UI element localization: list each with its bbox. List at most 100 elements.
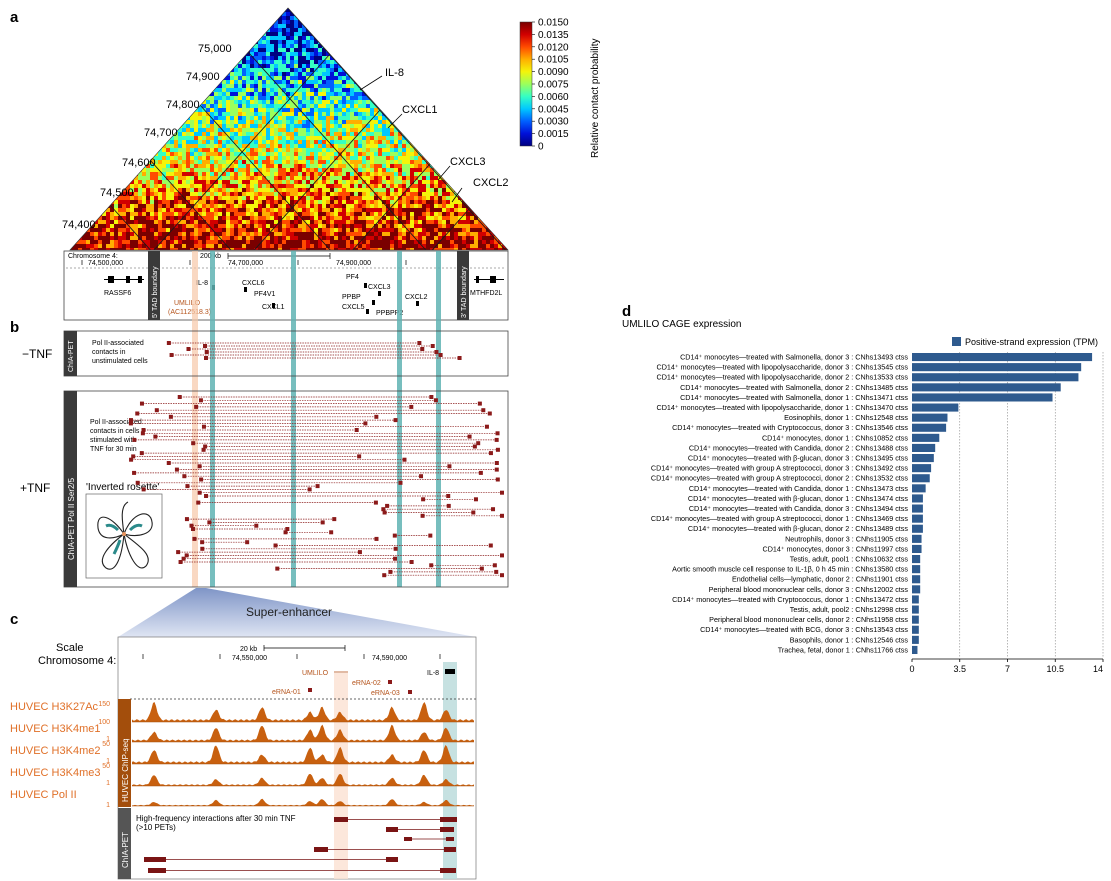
minus-tnf-side-label: ChIA-PET — [68, 340, 75, 372]
track-name-3: HUVEC H3K4me2 — [10, 745, 100, 757]
track-name-4: HUVEC H3K4me3 — [10, 767, 100, 779]
bar-category-label: Basophils, donor 1 : CNhs12546 ctss — [790, 635, 909, 644]
bar-category-label: Testis, adult, pool2 : CNhs12998 ctss — [790, 605, 909, 614]
pet-interactions-text-2: (>10 PETs) — [136, 823, 176, 832]
bar — [912, 514, 923, 523]
bar — [912, 484, 926, 493]
bar — [912, 494, 923, 503]
hic-axis-label: 74,500 — [100, 187, 134, 199]
gene-pf4: PF4 — [346, 274, 359, 281]
bar-category-label: CD14⁺ monocytes—treated with β-glucan, d… — [688, 524, 908, 533]
rosette-inset — [85, 493, 163, 579]
gene-pf4v1: PF4V1 — [254, 291, 276, 298]
bar-category-label: CD14⁺ monocytes—treated with BCG, donor … — [700, 625, 908, 634]
track-a-chromosome: Chromosome 4: — [68, 253, 118, 260]
callout-cxcl1: CXCL1 — [402, 104, 437, 116]
bar — [912, 555, 921, 564]
gene-cxcl3: CXCL3 — [368, 284, 391, 291]
track-min-2: 1 — [106, 736, 110, 743]
gene-track-a: Chromosome 4: 200 kb 74,500,000 74,700,0… — [63, 250, 509, 321]
track-max-1: 150 — [98, 701, 110, 708]
bar — [912, 565, 921, 574]
track-a-coord-2: 74,700,000 — [228, 260, 263, 267]
colorbar-gradient — [519, 21, 533, 147]
x-tick-label: 14 — [1093, 664, 1103, 674]
chip-side-label: HUVEC ChIP-seq — [121, 738, 130, 802]
bar — [912, 625, 919, 634]
track-name-5: HUVEC Pol II — [10, 789, 77, 801]
tad-boundary-right — [457, 251, 469, 320]
panel-label-b: b — [10, 319, 19, 336]
bar — [912, 645, 918, 654]
legend-label: Positive-strand expression (TPM) — [965, 337, 1098, 347]
track-max-3: 50 — [102, 741, 110, 748]
colorbar-tick: 0.0090 — [538, 67, 569, 78]
panel-c-body: Scale Chromosome 4: 20 kb 74,550,000 74,… — [10, 636, 477, 880]
bar — [912, 373, 1079, 382]
chip-signal-track — [132, 702, 474, 722]
bar-category-label: CD14⁺ monocytes—treated with group A str… — [651, 464, 908, 473]
bar — [912, 363, 1082, 372]
bar-category-label: CD14⁺ monocytes, donor 3 : CNhs11997 cts… — [763, 544, 909, 553]
c-gene-umlilo: UMLILO — [302, 670, 329, 677]
minus-tnf-text-1: Pol II-associated — [92, 340, 144, 347]
track-min-3: 1 — [106, 758, 110, 765]
bar-category-label: Eosinophils, donor 1 : CNhs12548 ctss — [784, 413, 908, 422]
track-max-2: 100 — [98, 719, 110, 726]
gene-mthfd2l: MTHFD2L — [470, 290, 502, 297]
tad-boundary-left — [148, 251, 160, 320]
colorbar-tick: 0.0105 — [538, 55, 569, 66]
legend-swatch — [952, 337, 961, 346]
tad-boundary-right-label: 3' TAD boundary — [461, 266, 468, 318]
bar-category-label: Endothelial cells—lymphatic, donor 2 : C… — [732, 575, 908, 584]
bar — [912, 454, 934, 463]
bar-category-label: CD14⁺ monocytes—treated with lipopolysac… — [657, 403, 909, 412]
bar-category-label: CD14⁺ monocytes—treated with β-glucan, d… — [688, 494, 908, 503]
inverted-rosette-label: 'Inverted rosette' — [86, 482, 159, 493]
bar-category-label: CD14⁺ monocytes—treated with Candida, do… — [689, 443, 909, 452]
plus-tnf-text-2: contacts in cells — [90, 428, 140, 435]
bar-category-label: CD14⁺ monocytes—treated with Salmonella,… — [680, 383, 908, 392]
bar-category-label: Testis, adult, pool1 : CNhs10632 ctss — [790, 555, 909, 564]
hic-axis-label: 74,800 — [166, 99, 200, 111]
bar — [912, 474, 930, 483]
c-scale-label: Scale — [56, 642, 84, 654]
super-enhancer-fan — [118, 588, 476, 637]
colorbar-tick: 0.0135 — [538, 30, 569, 41]
c-gene-erna03: eRNA-03 — [371, 690, 400, 697]
plus-tnf-text-1: Pol II-associated — [90, 419, 142, 426]
bar-category-label: CD14⁺ monocytes—treated with Cryptococcu… — [672, 423, 908, 432]
bar-category-label: CD14⁺ monocytes—treated with Salmonella,… — [680, 393, 908, 402]
minus-tnf-panel: ChIA-PET −TNF Pol II-associated contacts… — [22, 330, 509, 377]
callout-il8: IL-8 — [385, 67, 404, 79]
c-coord-2: 74,590,000 — [372, 655, 407, 662]
hic-gene-callouts: IL-8 CXCL1 CXCL3 CXCL2 — [359, 67, 508, 203]
plus-tnf-text-3: stimulated with — [90, 437, 136, 444]
bar — [912, 403, 959, 412]
colorbar: 0.01500.01350.01200.01050.00900.00750.00… — [519, 18, 601, 158]
chart-title: UMLILO CAGE expression — [622, 319, 742, 330]
x-tick-label: 0 — [909, 664, 914, 674]
gene-cxcl2: CXCL2 — [405, 294, 428, 301]
track-name-2: HUVEC H3K4me1 — [10, 723, 100, 735]
colorbar-tick: 0.0060 — [538, 92, 569, 103]
bar — [912, 544, 922, 553]
hic-triangle-outline — [69, 7, 509, 251]
hic-axis-label: 74,900 — [186, 71, 220, 83]
hic-axis: 75,000 74,900 74,800 74,700 74,600 74,500 74,4… — [62, 43, 232, 231]
track-a-coord-3: 74,900,000 — [336, 260, 371, 267]
track-a-coord-1: 74,500,000 — [88, 260, 123, 267]
bar — [912, 635, 919, 644]
plus-tnf-text-4: TNF for 30 min — [90, 446, 137, 453]
x-tick-label: 10.5 — [1046, 664, 1064, 674]
c-chromosome-label: Chromosome 4: — [38, 655, 116, 667]
colorbar-tick: 0.0150 — [538, 18, 569, 29]
bar-category-label: CD14⁺ monocytes—treated with Candida, do… — [689, 504, 909, 513]
track-name-1: HUVEC H3K27Ac — [10, 701, 99, 713]
super-enhancer-label: Super-enhancer — [246, 605, 332, 619]
track-max-4: 50 — [102, 763, 110, 770]
gene-ppbp: PPBP — [342, 294, 361, 301]
panel-label-d: d — [622, 303, 631, 320]
colorbar-tick: 0.0030 — [538, 117, 569, 128]
highlight-columns — [192, 251, 441, 587]
